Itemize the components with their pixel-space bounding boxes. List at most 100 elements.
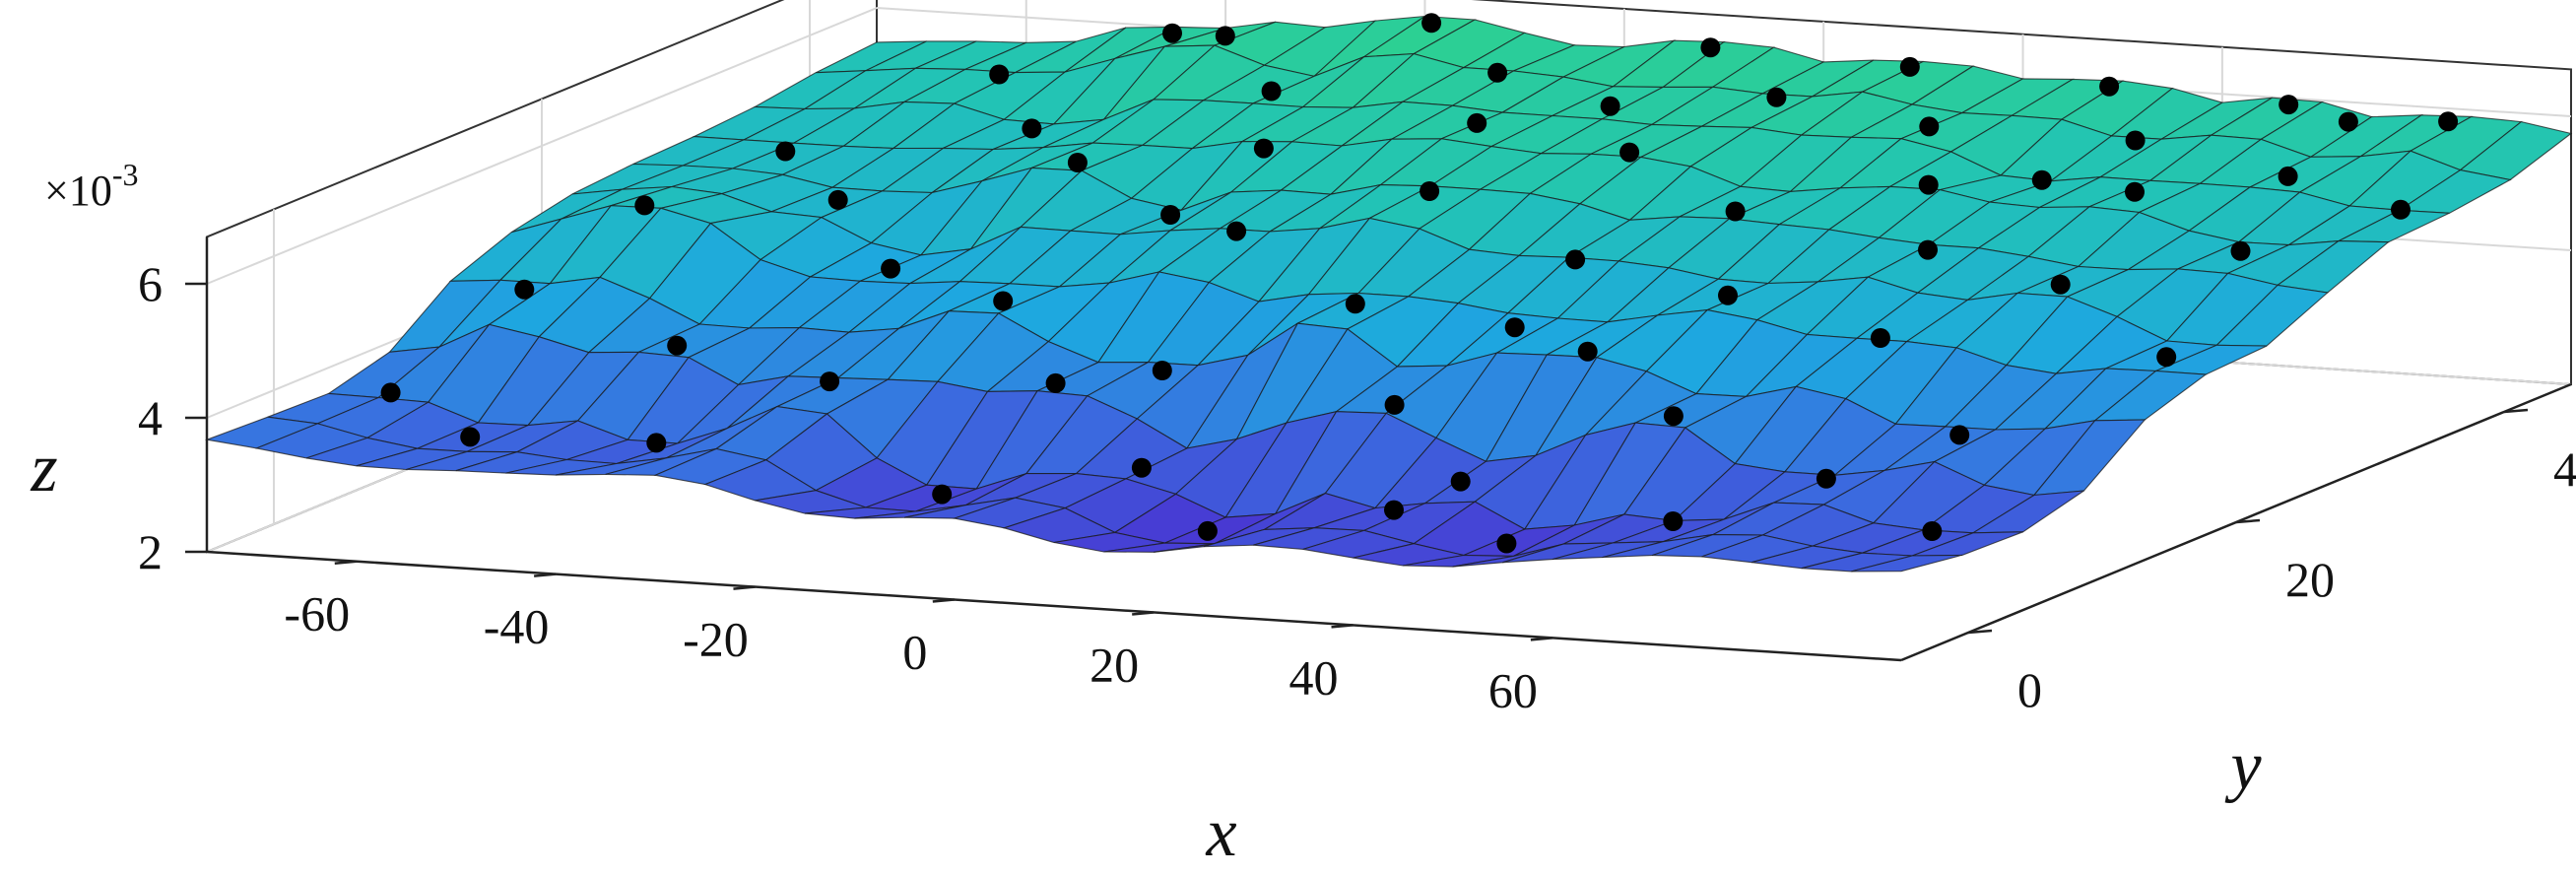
axis-edge — [206, 550, 1902, 662]
z-tick-label: 6 — [138, 256, 163, 311]
x-tick — [1331, 624, 1354, 629]
x-tick — [334, 560, 357, 565]
sample-point — [820, 371, 840, 392]
sample-point — [1725, 201, 1746, 222]
z-axis-label: z — [30, 431, 57, 506]
x-tick-label: -40 — [484, 599, 550, 654]
sample-point — [1162, 23, 1182, 43]
sample-point — [1384, 394, 1405, 415]
sample-point — [646, 433, 667, 453]
sample-point — [1918, 174, 1939, 195]
sample-point — [2279, 95, 2299, 115]
sample-point — [1067, 153, 1088, 172]
sample-point — [634, 195, 655, 216]
y-tick-label: 20 — [2285, 552, 2335, 607]
sample-point — [1152, 361, 1172, 380]
sample-point — [1919, 116, 1940, 137]
sample-point — [2230, 240, 2251, 261]
sample-point — [1215, 26, 1235, 46]
sample-point — [1565, 249, 1586, 270]
sample-point — [1718, 285, 1738, 305]
x-axis-label: x — [1205, 795, 1236, 871]
sample-point — [1045, 372, 1066, 393]
sample-point — [881, 258, 901, 279]
sample-point — [1384, 500, 1404, 520]
sample-point — [1619, 142, 1640, 163]
x-tick — [733, 585, 756, 590]
sample-point — [932, 484, 953, 505]
sample-point — [2278, 166, 2298, 186]
sample-point — [2438, 111, 2459, 132]
sample-point — [380, 382, 401, 403]
sample-point — [1663, 406, 1684, 427]
sample-point — [2391, 199, 2411, 220]
sample-point — [1577, 341, 1598, 362]
x-tick — [534, 573, 557, 577]
sample-point — [989, 64, 1010, 85]
sample-point — [1496, 533, 1517, 554]
sample-points — [380, 13, 2459, 554]
sample-point — [1700, 37, 1721, 58]
x-tick — [1530, 637, 1552, 641]
sample-point — [1899, 56, 1920, 77]
sample-point — [2125, 130, 2146, 151]
sample-point — [1253, 138, 1274, 159]
sample-point — [1922, 521, 1943, 541]
sample-point — [1421, 13, 1442, 34]
sample-point — [1663, 511, 1684, 531]
sample-point — [1160, 205, 1181, 225]
sample-point — [1420, 181, 1440, 201]
sample-point — [775, 141, 796, 162]
sample-point — [1600, 96, 1620, 116]
sample-point — [1226, 221, 1247, 241]
z-tick-label: 2 — [138, 524, 163, 579]
sample-point — [1504, 317, 1525, 338]
sample-point — [1949, 425, 1970, 445]
x-tick — [1132, 611, 1155, 616]
sample-point — [1131, 457, 1152, 478]
y-tick — [2503, 408, 2529, 414]
sample-point — [1870, 328, 1890, 348]
z-scale-multiplier: ×10-3 — [44, 157, 138, 215]
y-axis-label: y — [2224, 728, 2262, 804]
y-tick-label: 0 — [2017, 662, 2042, 717]
y-tick-label: 40 — [2553, 441, 2576, 497]
x-tick-label: 20 — [1090, 637, 1139, 692]
sample-point — [1345, 294, 1365, 314]
x-tick-label: 0 — [902, 625, 927, 680]
tick-marks — [185, 282, 2529, 641]
sample-point — [2338, 111, 2358, 132]
sample-point — [514, 279, 535, 300]
x-tick-label: -60 — [284, 586, 350, 641]
sample-point — [2031, 169, 2052, 190]
sample-point — [1022, 118, 1042, 139]
sample-point — [1816, 468, 1836, 489]
x-tick — [932, 598, 955, 603]
x-tick-label: 40 — [1289, 649, 1339, 705]
tick-labels: -60 -40 -20 0 20 40 60 0 20 40 2 4 6 — [138, 256, 2576, 717]
sample-point — [1261, 81, 1282, 101]
sample-point — [460, 427, 481, 447]
sample-point — [2099, 76, 2120, 97]
z-scale-base: ×10 — [44, 167, 112, 215]
sample-point — [1487, 62, 1508, 83]
y-tick — [1967, 629, 1993, 635]
sample-point — [1766, 87, 1787, 107]
y-tick — [2235, 518, 2261, 524]
sample-point — [1197, 520, 1218, 541]
sample-point — [1450, 471, 1471, 492]
sample-point — [993, 291, 1014, 311]
sample-point — [667, 335, 688, 356]
sample-point — [2050, 274, 2071, 295]
x-tick-label: 60 — [1488, 662, 1538, 717]
sample-point — [2125, 181, 2145, 202]
sample-point — [1467, 112, 1487, 133]
surface-patch — [1851, 554, 1962, 573]
x-tick-label: -20 — [683, 612, 749, 667]
sample-point — [1918, 239, 1938, 260]
z-tick-label: 4 — [138, 390, 163, 445]
surface-mesh — [204, 15, 2573, 573]
sample-point — [2156, 347, 2177, 368]
